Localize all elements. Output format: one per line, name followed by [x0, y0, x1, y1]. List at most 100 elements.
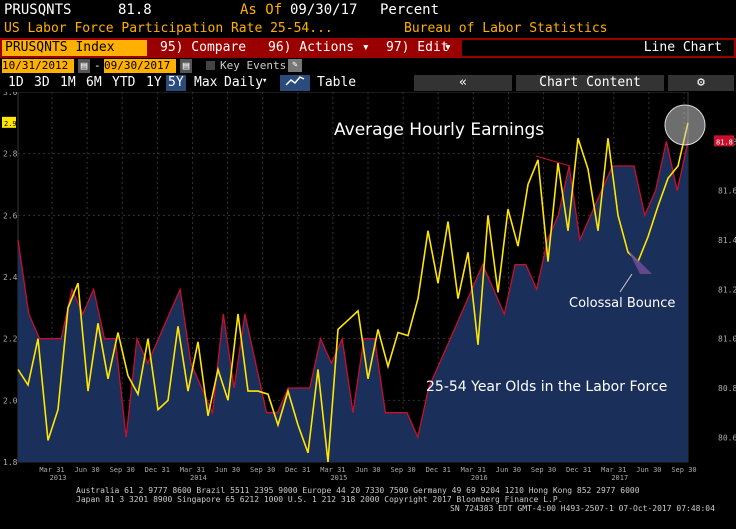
left-axis-tick-label: 2.0: [3, 396, 18, 405]
data-source: Bureau of Labor Statistics: [404, 21, 608, 36]
footer: Australia 61 2 9777 8600 Brazil 5511 239…: [0, 484, 736, 529]
edit-label: 97) Edit: [386, 40, 449, 55]
x-axis-tick-label: Mar 31: [320, 466, 345, 474]
footer-session: SN 724383 EDT GMT-4:00 H493-2507-1 07-Oc…: [450, 504, 715, 513]
x-axis-tick-label: Jun 30: [74, 466, 99, 474]
earnings-arrow: [535, 155, 571, 167]
frequency-select[interactable]: Daily: [224, 75, 264, 90]
range-button-1m[interactable]: 1M: [60, 75, 76, 90]
x-axis-tick-label: Dec 31: [145, 466, 170, 474]
highlight-circle: [664, 104, 706, 146]
bounce-marker: [628, 250, 652, 274]
range-button-5y[interactable]: 5Y: [166, 75, 186, 91]
chart-area: 3.0 2.8 2.6 2.4 2.2 2.0 1.8 81.8 81.6 81.4 81.2 81.…: [2, 92, 736, 482]
x-axis-tick-label: Jun 30: [496, 466, 521, 474]
left-axis-tick-label: 2.8: [3, 150, 18, 159]
bounce-annotation: Colossal Bounce: [569, 296, 675, 311]
bounce-arrow: [619, 273, 633, 293]
start-date-input[interactable]: 10/31/2012: [2, 59, 74, 73]
left-axis-tick-label: 1.8: [3, 458, 18, 467]
right-axis-tick-label: 81.4: [718, 236, 736, 245]
x-axis-tick-label: Jun 30: [355, 466, 380, 474]
x-axis-tick-label: Sep 30: [390, 466, 415, 474]
compare-button[interactable]: 95) Compare: [160, 40, 247, 55]
x-axis-year-label: 2014: [190, 474, 207, 482]
x-axis-tick-label: Dec 31: [566, 466, 591, 474]
right-axis-tick-label: 80.8: [718, 384, 736, 393]
right-axis-tick-label: 81.2: [718, 285, 736, 294]
x-axis-tick-label: Mar 31: [39, 466, 64, 474]
chevron-down-icon: ▾: [361, 40, 370, 55]
right-axis-tick-label: 81.0: [718, 335, 736, 344]
chevron-down-icon: ▾: [444, 40, 452, 55]
range-button-1y[interactable]: 1Y: [146, 75, 162, 90]
security-header: PRUSQNTS 81.8 As Of 09/30/17 Percent: [0, 0, 736, 20]
key-events-label: Key Events: [220, 59, 287, 72]
x-axis-tick-label: Dec 31: [285, 466, 310, 474]
range-button-ytd[interactable]: YTD: [112, 75, 136, 90]
left-axis-tick-label: 3.0: [3, 92, 18, 97]
participation-area: [18, 141, 688, 463]
security-description-row: US Labor Force Participation Rate 25-54.…: [0, 20, 736, 38]
as-of-label: As Of: [240, 2, 283, 18]
x-axis-year-label: 2013: [50, 474, 67, 482]
x-axis-year-label: 2016: [471, 474, 488, 482]
security-input[interactable]: PRUSQNTS Index: [2, 40, 147, 56]
left-axis-tick-label: 2.4: [3, 273, 18, 282]
toolbar: PRUSQNTS Index 95) Compare 96) Actions ▾…: [0, 38, 736, 58]
x-axis-tick-label: Mar 31: [601, 466, 626, 474]
x-axis-tick-label: Mar 31: [461, 466, 486, 474]
x-axis-tick-label: Sep 30: [671, 466, 696, 474]
unit-label: Percent: [380, 2, 440, 18]
x-axis-tick-label: Sep 30: [250, 466, 275, 474]
chevron-down-icon[interactable]: ▾: [262, 76, 268, 86]
edit-button[interactable]: 97) Edit ▾: [386, 40, 452, 56]
as-of-date: 09/30/17: [290, 2, 358, 18]
date-range-row: 10/31/2012 ▤ - 09/30/2017 ▤ Key Events ✎: [0, 58, 736, 74]
x-axis-tick-label: Dec 31: [426, 466, 451, 474]
chart-content-button[interactable]: Chart Content: [516, 75, 664, 91]
right-axis-tick-label: 80.6: [718, 433, 736, 442]
earnings-annotation: Average Hourly Earnings: [334, 120, 544, 140]
date-separator: -: [94, 59, 101, 72]
end-date-input[interactable]: 09/30/2017: [104, 59, 176, 73]
security-description: US Labor Force Participation Rate 25-54.…: [4, 21, 333, 36]
earnings-line: [17, 122, 689, 463]
annotation-icon[interactable]: ✎: [288, 59, 302, 72]
table-button[interactable]: Table: [317, 75, 357, 90]
footer-copyright: Japan 81 3 3201 8900 Singapore 65 6212 1…: [76, 495, 563, 504]
x-axis-tick-label: Jun 30: [215, 466, 240, 474]
range-button-max[interactable]: Max: [194, 75, 218, 90]
right-axis-tick-label: 81.6: [718, 187, 736, 196]
right-last-value-badge: [714, 135, 734, 147]
x-axis-year-label: 2017: [611, 474, 628, 482]
x-axis-tick-label: Mar 31: [180, 466, 205, 474]
key-events-checkbox[interactable]: [206, 61, 215, 70]
left-last-value-badge: [2, 116, 16, 128]
range-button-6m[interactable]: 6M: [86, 75, 102, 90]
range-button-1d[interactable]: 1D: [8, 75, 24, 90]
calendar-icon[interactable]: ▤: [78, 59, 90, 73]
left-axis-tick-label: 2.2: [3, 335, 18, 344]
left-axis-tick-label: 2.6: [3, 211, 18, 220]
x-axis-tick-label: Jun 30: [636, 466, 661, 474]
participation-line: [17, 141, 689, 440]
lfpr-annotation: 25-54 Year Olds in the Labor Force: [426, 379, 667, 395]
chart-type-selector[interactable]: Line Chart: [462, 40, 734, 56]
footer-contacts: Australia 61 2 9777 8600 Brazil 5511 239…: [76, 486, 640, 495]
range-bar: 1D 3D 1M 6M YTD 1Y 5Y Max Daily ▾ Table « Chart…: [0, 74, 736, 92]
gear-icon[interactable]: ⚙: [668, 75, 734, 91]
line-chart-icon[interactable]: [280, 75, 310, 91]
x-axis-tick-label: Sep 30: [110, 466, 135, 474]
left-last-value-label: 2.9: [4, 120, 17, 128]
calendar-icon[interactable]: ▤: [180, 59, 192, 73]
range-button-3d[interactable]: 3D: [34, 75, 50, 90]
ticker: PRUSQNTS: [4, 2, 72, 18]
x-axis-year-label: 2015: [330, 474, 347, 482]
collapse-button[interactable]: «: [414, 75, 512, 91]
actions-label: 96) Actions: [268, 40, 355, 55]
actions-button[interactable]: 96) Actions ▾: [268, 40, 370, 56]
x-axis-tick-label: Sep 30: [531, 466, 556, 474]
right-last-value-label: 81.8: [716, 138, 733, 146]
last-value: 81.8: [118, 2, 152, 18]
